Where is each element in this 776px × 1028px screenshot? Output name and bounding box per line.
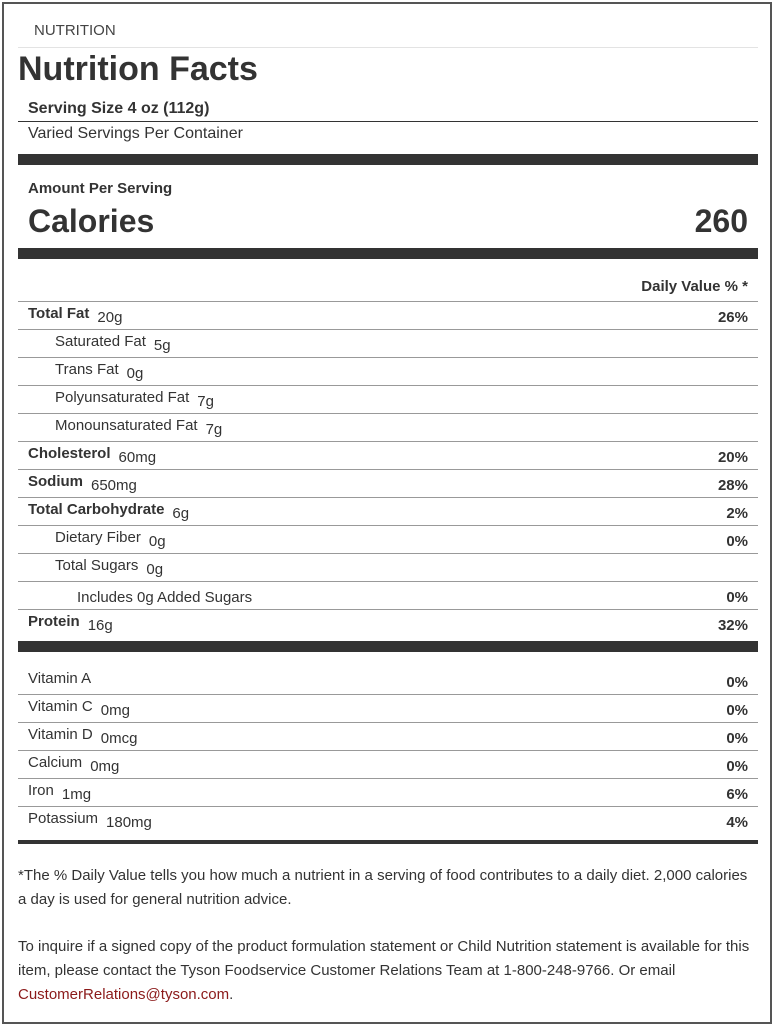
nutrient-row: Dietary Fiber 0g 0% [18,525,758,553]
vitamin-list: Vitamin A 0% Vitamin C 0mg 0% Vitamin D 0mcg… [18,666,758,834]
title: Nutrition Facts [18,50,258,88]
nutrient-name: Potassium [28,810,99,827]
divider [18,840,758,844]
nutrient-row: Potassium 180mg 4% [18,806,758,834]
email-link[interactable]: CustomerRelations@tyson.com [18,986,230,1003]
daily-value: 4% [726,814,748,831]
nutrient-name: Cholesterol [28,445,111,462]
nutrient-name: Saturated Fat [55,333,146,350]
daily-value: 32% [717,617,748,634]
panel-content: NUTRITION Nutrition Facts Serving Size 4… [18,4,758,1007]
nutrient-amount: 7g [197,393,214,410]
nutrient-name: Vitamin A [28,669,92,687]
nutrient-amount: 20g [97,309,123,326]
amount-heading: Amount Per Serving [28,180,173,197]
calories-row: Calories 260 [18,201,758,241]
nutrient-name: Calcium [28,754,83,771]
nutrient-row: Monounsaturated Fat 7g [18,413,758,441]
nutrient-name: Includes 0g Added Sugars [77,589,253,606]
nutrient-amount: 0mg [90,758,120,775]
daily-value: 28% [717,477,748,494]
nutrient-list: Total Fat 20g 26% Saturated Fat 5g Trans Fa… [18,301,758,637]
nutrient-name: Sodium [28,473,83,490]
nutrient-name: Polyunsaturated Fat [55,389,190,406]
nutrient-row: Total Fat 20g 26% [18,301,758,329]
nutrient-amount: 0g [148,533,166,550]
divider [18,248,758,259]
daily-value: 6% [726,786,748,803]
serving-size: Serving Size 4 oz (112g) [18,90,758,122]
divider [18,154,758,165]
nutrient-row: Cholesterol 60mg 20% [18,441,758,469]
nutrient-name: Iron [28,782,54,799]
nutrient-name: Protein [28,613,80,630]
divider [18,641,758,652]
inquiry: To inquire if a signed copy of the produ… [18,935,758,1007]
nutrient-name: Total Sugars [55,557,139,574]
inquiry-text: To inquire if a signed copy of the produ… [18,938,750,979]
nutrient-row: Total Sugars 0g [18,553,758,581]
footnote: *The % Daily Value tells you how much a … [18,867,748,908]
nutrient-amount: 0mcg [100,730,138,747]
daily-value: 0% [726,589,748,606]
nutrient-row: Saturated Fat 5g [18,329,758,357]
nutrient-amount: 60mg [118,449,157,466]
servings: Varied Servings Per Container [28,125,243,142]
daily-value: 0% [726,673,748,691]
nutrient-name: Monounsaturated Fat [55,417,198,434]
nutrient-row: Trans Fat 0g [18,357,758,385]
nutrient-name: Vitamin D [28,726,93,743]
daily-value: 0% [726,758,748,775]
nutrient-row: Sodium 650mg 28% [18,469,758,497]
section-label: NUTRITION [18,4,758,48]
nutrient-name: Total Carbohydrate [28,501,165,518]
nutrient-amount: 0mg [100,702,130,719]
nutrient-row: Includes 0g Added Sugars 0% [18,581,758,609]
nutrient-amount: 0g [126,365,144,382]
inquiry-end: . [229,986,234,1003]
nutrient-name: Dietary Fiber [55,529,141,546]
nutrient-name: Trans Fat [55,361,119,378]
nutrient-row: Protein 16g 32% [18,609,758,637]
nutrient-row: Polyunsaturated Fat 7g [18,385,758,413]
daily-value: 26% [717,309,748,326]
nutrient-amount: 7g [205,421,223,438]
nutrient-name: Vitamin C [28,698,93,715]
nutrient-amount: 5g [153,337,171,354]
nutrient-row: Vitamin A 0% [18,666,758,694]
nutrient-row: Calcium 0mg 0% [18,750,758,778]
nutrient-row: Vitamin C 0mg 0% [18,694,758,722]
calories-value: 260 [694,202,748,239]
nutrient-row: Total Carbohydrate 6g 2% [18,497,758,525]
dv-header: Daily Value % * [641,278,748,295]
nutrient-row: Iron 1mg 6% [18,778,758,806]
nutrient-amount: 180mg [106,814,152,831]
daily-value: 20% [717,449,748,466]
daily-value: 0% [726,533,748,550]
nutrient-amount: 0g [146,561,164,578]
daily-value: 0% [726,730,748,747]
nutrient-amount: 16g [87,617,113,634]
nutrient-amount: 6g [172,505,190,522]
daily-value: 2% [726,505,748,522]
nutrient-row: Vitamin D 0mcg 0% [18,722,758,750]
nutrient-name: Total Fat [28,305,90,322]
nutrient-amount: 650mg [91,477,137,494]
calories-label: Calories [28,202,155,239]
nutrient-amount: 1mg [61,786,92,803]
daily-value: 0% [726,702,748,719]
